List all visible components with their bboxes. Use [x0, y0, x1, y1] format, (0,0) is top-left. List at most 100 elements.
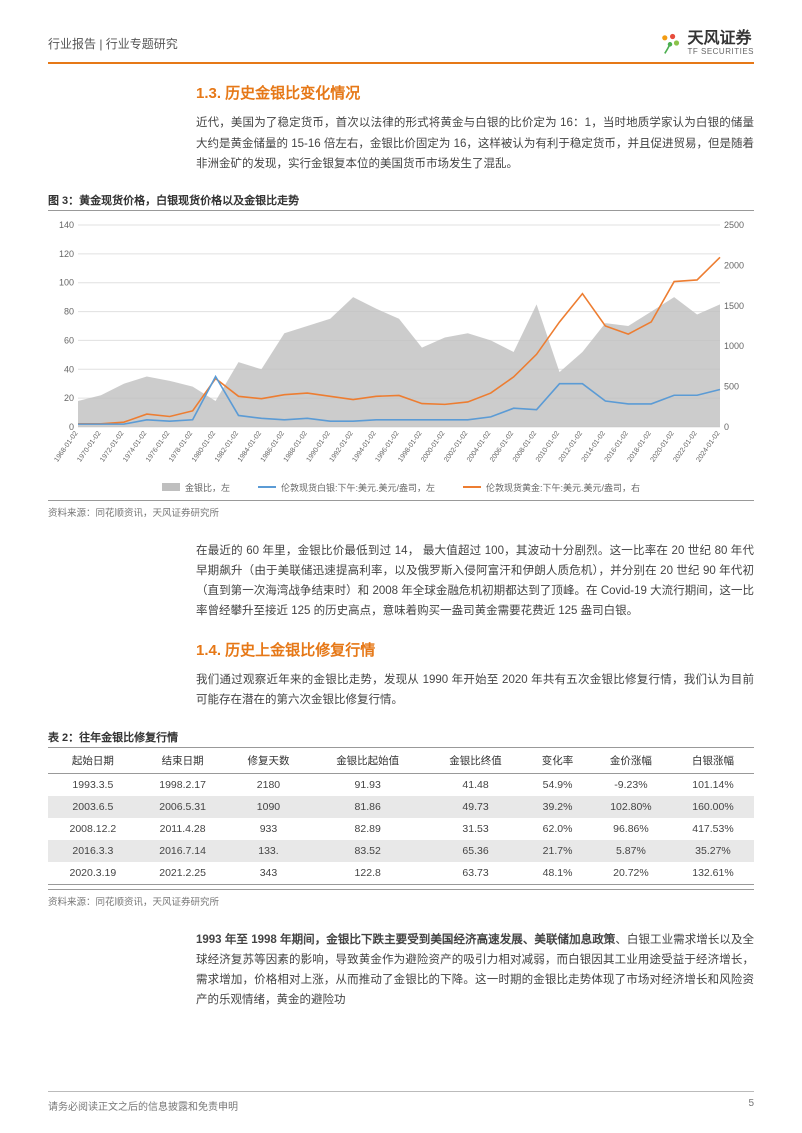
table-header-cell: 金价涨幅 — [590, 747, 672, 773]
logo: 天风证券 TF SECURITIES — [657, 30, 754, 56]
svg-text:2008-01-02: 2008-01-02 — [512, 430, 538, 463]
svg-text:1990-01-02: 1990-01-02 — [306, 430, 332, 463]
table-cell: 83.52 — [309, 840, 425, 862]
table-cell: 20.72% — [590, 862, 672, 885]
table-cell: 160.00% — [672, 796, 754, 818]
svg-text:2000-01-02: 2000-01-02 — [420, 430, 446, 463]
table-cell: 82.89 — [309, 818, 425, 840]
svg-text:60: 60 — [64, 335, 74, 345]
svg-text:1976-01-02: 1976-01-02 — [145, 430, 171, 463]
table-header-cell: 金银比终值 — [426, 747, 525, 773]
table-cell: 102.80% — [590, 796, 672, 818]
table-cell: 41.48 — [426, 773, 525, 796]
table-cell: 2180 — [227, 773, 309, 796]
table-cell: 1998.2.17 — [138, 773, 228, 796]
svg-text:2006-01-02: 2006-01-02 — [489, 430, 515, 463]
svg-text:2018-01-02: 2018-01-02 — [627, 430, 653, 463]
section-1-4-para: 我们通过观察近年来的金银比走势，发现从 1990 年开始至 2020 年共有五次… — [196, 670, 754, 710]
table-cell: 96.86% — [590, 818, 672, 840]
svg-text:100: 100 — [59, 277, 74, 287]
svg-text:1988-01-02: 1988-01-02 — [283, 430, 309, 463]
fig3-rule — [48, 210, 754, 211]
svg-text:1996-01-02: 1996-01-02 — [374, 430, 400, 463]
table-cell: 49.73 — [426, 796, 525, 818]
svg-text:2002-01-02: 2002-01-02 — [443, 430, 469, 463]
svg-text:80: 80 — [64, 306, 74, 316]
fig3-legend: 金银比，左 伦敦现货白银:下午:美元.美元/盎司，左 伦敦现货黄金:下午:美元.美元… — [48, 481, 754, 494]
table-cell: 48.1% — [525, 862, 590, 885]
table-cell: 31.53 — [426, 818, 525, 840]
svg-text:0: 0 — [724, 422, 729, 432]
svg-text:1982-01-02: 1982-01-02 — [214, 430, 240, 463]
svg-text:1980-01-02: 1980-01-02 — [191, 430, 217, 463]
table-cell: 1993.3.5 — [48, 773, 138, 796]
legend-swatch — [162, 483, 180, 491]
table2-caption: 表 2：往年金银比修复行情 — [48, 729, 754, 745]
svg-text:2012-01-02: 2012-01-02 — [558, 430, 584, 463]
table-cell: 21.7% — [525, 840, 590, 862]
legend-label: 伦敦现货白银:下午:美元.美元/盎司，左 — [281, 481, 435, 494]
para-1993-bold: 1993 年至 1998 年期间，金银比下跌主要受到美国经济高速发展、美联储加息… — [196, 934, 615, 946]
table-cell: 2003.6.5 — [48, 796, 138, 818]
table-row: 2016.3.32016.7.14133.83.5265.3621.7%5.87… — [48, 840, 754, 862]
table-cell: 417.53% — [672, 818, 754, 840]
svg-text:20: 20 — [64, 393, 74, 403]
table-cell: 101.14% — [672, 773, 754, 796]
table-cell: 2016.3.3 — [48, 840, 138, 862]
table-cell: 63.73 — [426, 862, 525, 885]
svg-text:1500: 1500 — [724, 301, 744, 311]
table2-source: 资料来源：同花顺资讯，天风证券研究所 — [48, 889, 754, 908]
svg-text:2014-01-02: 2014-01-02 — [581, 430, 607, 463]
fig3-source: 资料来源：同花顺资讯，天风证券研究所 — [48, 500, 754, 519]
table-cell: 81.86 — [309, 796, 425, 818]
table-row: 2008.12.22011.4.2893382.8931.5362.0%96.8… — [48, 818, 754, 840]
svg-text:2020-01-02: 2020-01-02 — [650, 430, 676, 463]
page-number: 5 — [748, 1098, 754, 1113]
table-cell: 65.36 — [426, 840, 525, 862]
table-cell: 2006.5.31 — [138, 796, 228, 818]
table-header-cell: 结束日期 — [138, 747, 228, 773]
table-header-cell: 修复天数 — [227, 747, 309, 773]
table-cell: 1090 — [227, 796, 309, 818]
svg-text:1970-01-02: 1970-01-02 — [76, 430, 102, 463]
table-header-cell: 变化率 — [525, 747, 590, 773]
table-cell: -9.23% — [590, 773, 672, 796]
section-1-4-title: 1.4. 历史上金银比修复行情 — [196, 639, 754, 660]
table-cell: 2021.2.25 — [138, 862, 228, 885]
svg-text:140: 140 — [59, 220, 74, 230]
svg-text:1972-01-02: 1972-01-02 — [99, 430, 125, 463]
svg-text:1000: 1000 — [724, 341, 744, 351]
table-row: 1993.3.51998.2.17218091.9341.4854.9%-9.2… — [48, 773, 754, 796]
table-cell: 2020.3.19 — [48, 862, 138, 885]
table2: 起始日期结束日期修复天数金银比起始值金银比终值变化率金价涨幅白银涨幅1993.3… — [48, 747, 754, 885]
table-cell: 2011.4.28 — [138, 818, 228, 840]
table-row: 2003.6.52006.5.31109081.8649.7339.2%102.… — [48, 796, 754, 818]
svg-text:1994-01-02: 1994-01-02 — [351, 430, 377, 463]
table-cell: 122.8 — [309, 862, 425, 885]
svg-text:1978-01-02: 1978-01-02 — [168, 430, 194, 463]
legend-item: 金银比，左 — [162, 481, 230, 494]
logo-text-en: TF SECURITIES — [687, 48, 754, 57]
footer-disclaimer: 请务必阅读正文之后的信息披露和免责申明 — [48, 1098, 238, 1113]
table-header-cell: 金银比起始值 — [309, 747, 425, 773]
svg-text:2016-01-02: 2016-01-02 — [604, 430, 630, 463]
legend-label: 伦敦现货黄金:下午:美元.美元/盎司，右 — [486, 481, 640, 494]
table-cell: 39.2% — [525, 796, 590, 818]
page-footer: 请务必阅读正文之后的信息披露和免责申明 5 — [48, 1091, 754, 1113]
svg-text:1974-01-02: 1974-01-02 — [122, 430, 148, 463]
table-cell: 132.61% — [672, 862, 754, 885]
table-cell: 2008.12.2 — [48, 818, 138, 840]
svg-text:1968-01-02: 1968-01-02 — [53, 430, 79, 463]
table-cell: 54.9% — [525, 773, 590, 796]
fig3-chart: 0204060801001201400500100015002000250019… — [48, 217, 754, 477]
section-1-3-para: 近代，美国为了稳定货币，首次以法律的形式将黄金与白银的比价定为 16：1，当时地… — [196, 113, 754, 173]
legend-label: 金银比，左 — [185, 481, 230, 494]
table-cell: 933 — [227, 818, 309, 840]
para-after-fig3: 在最近的 60 年里，金银比价最低到过 14， 最大值超过 100，其波动十分剧… — [196, 541, 754, 622]
svg-text:500: 500 — [724, 381, 739, 391]
table-row: 2020.3.192021.2.25343122.863.7348.1%20.7… — [48, 862, 754, 885]
svg-text:1984-01-02: 1984-01-02 — [237, 430, 263, 463]
svg-text:2010-01-02: 2010-01-02 — [535, 430, 561, 463]
svg-text:2004-01-02: 2004-01-02 — [466, 430, 492, 463]
table-cell: 5.87% — [590, 840, 672, 862]
